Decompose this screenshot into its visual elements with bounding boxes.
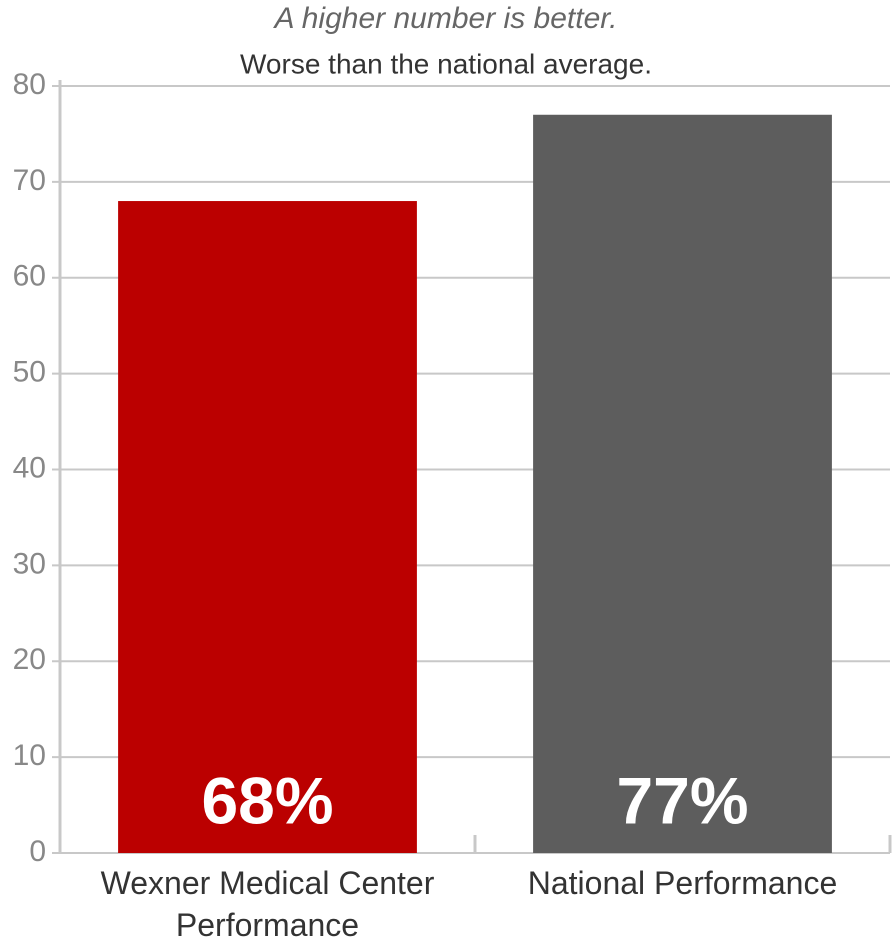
y-tick-label: 70: [13, 164, 46, 197]
value-label: 68%: [201, 763, 333, 837]
chart-subtitle: Worse than the national average.: [240, 48, 652, 79]
y-tick-label: 50: [13, 356, 46, 389]
y-tick-label: 40: [13, 451, 46, 484]
chart-title: A higher number is better.: [273, 2, 618, 35]
y-tick-label: 20: [13, 643, 46, 676]
x-tick-label: Wexner Medical Center Performance: [100, 865, 435, 943]
y-tick-label: 80: [13, 68, 46, 101]
bar: [533, 114, 832, 853]
y-tick-label: 10: [13, 739, 46, 772]
y-tick-label: 30: [13, 547, 46, 580]
y-tick-label: 60: [13, 260, 46, 293]
x-tick-label: National Performance: [527, 865, 838, 901]
value-label: 77%: [616, 763, 748, 837]
y-tick-label: 0: [29, 835, 46, 868]
bar: [118, 201, 417, 854]
